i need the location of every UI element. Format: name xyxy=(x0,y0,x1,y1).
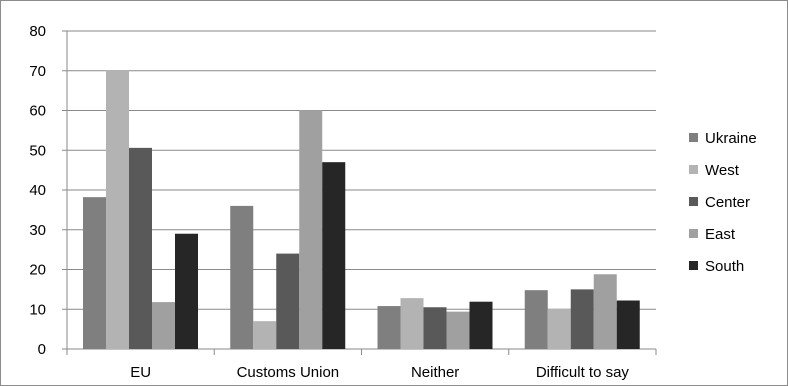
legend-swatch-west xyxy=(689,165,698,174)
bar-west-1 xyxy=(253,321,277,349)
bar-west-2 xyxy=(400,298,424,349)
legend-label-center: Center xyxy=(705,194,750,211)
bar-west-0 xyxy=(106,70,129,349)
y-tick-label-80: 80 xyxy=(29,23,46,40)
legend-label-ukraine: Ukraine xyxy=(705,130,757,147)
legend-swatch-south xyxy=(689,261,698,270)
bar-ukraine-1 xyxy=(230,205,254,349)
y-tick-label-30: 30 xyxy=(29,222,46,239)
legend-label-south: South xyxy=(705,258,744,275)
legend-swatch-ukraine xyxy=(689,133,698,142)
bar-south-0 xyxy=(175,233,198,349)
bar-south-2 xyxy=(469,301,493,349)
bar-center-0 xyxy=(129,147,152,349)
y-tick-label-50: 50 xyxy=(29,142,46,159)
bar-ukraine-3 xyxy=(524,290,548,349)
bar-east-3 xyxy=(593,274,617,349)
y-tick-label-40: 40 xyxy=(29,182,46,199)
bar-center-1 xyxy=(276,253,300,349)
category-label-2: Neither xyxy=(411,364,459,381)
y-tick-label-70: 70 xyxy=(29,63,46,80)
bar-south-1 xyxy=(322,162,346,349)
y-tick-label-20: 20 xyxy=(29,262,46,279)
bar-west-3 xyxy=(547,308,571,349)
bar-center-2 xyxy=(423,307,447,349)
y-tick-label-60: 60 xyxy=(29,103,46,120)
y-tick-label-0: 0 xyxy=(38,341,46,358)
legend-label-west: West xyxy=(705,162,740,179)
bar-ukraine-2 xyxy=(377,306,401,349)
legend-swatch-center xyxy=(689,197,698,206)
legend-swatch-east xyxy=(689,229,698,238)
bar-east-1 xyxy=(299,110,323,349)
bar-ukraine-0 xyxy=(83,197,106,349)
category-label-0: EU xyxy=(130,364,151,381)
bar-east-0 xyxy=(152,302,175,349)
bar-center-3 xyxy=(570,289,594,349)
category-label-3: Difficult to say xyxy=(536,364,630,381)
bar-south-3 xyxy=(616,300,640,349)
bar-east-2 xyxy=(446,311,470,349)
legend-label-east: East xyxy=(705,226,736,243)
category-label-1: Customs Union xyxy=(237,364,340,381)
y-tick-label-10: 10 xyxy=(29,301,46,318)
